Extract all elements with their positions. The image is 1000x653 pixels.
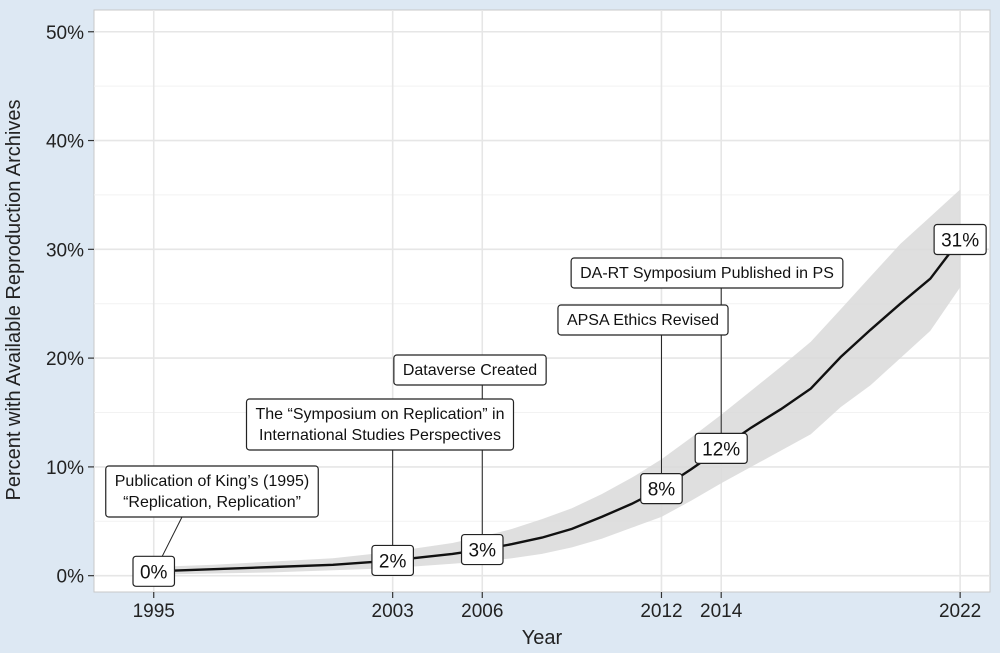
x-tick-label: 2022 — [939, 601, 981, 622]
point-label-text: 3% — [469, 541, 497, 562]
point-labels: 0% 2% 3% 8% 12% 31% — [132, 223, 987, 587]
point-label: 3% — [460, 533, 504, 566]
point-label-box — [371, 544, 415, 577]
y-axis-title: Percent with Available Reproduction Arch… — [3, 100, 25, 501]
y-tick-label: 10% — [46, 458, 84, 479]
point-label: 12% — [694, 432, 748, 465]
annotation-box — [393, 354, 547, 386]
annotation-text: “Replication, Replication” — [123, 494, 301, 511]
annotation: DA-RT Symposium Published in PS — [570, 257, 844, 289]
annotation: The “Symposium on Replication” in Interna… — [245, 398, 515, 451]
annotation-text: International Studies Perspectives — [259, 427, 501, 444]
x-tick-label: 2014 — [700, 601, 743, 622]
point-label-box — [640, 473, 683, 505]
annotation-text: APSA Ethics Revised — [567, 312, 719, 329]
axes: 0% 10% 20% 30% 40% 50% 1995 2003 2006 2012 2014 202… — [46, 23, 981, 622]
annotation: Dataverse Created — [393, 354, 547, 386]
annotation-text: The “Symposium on Replication” in — [256, 406, 505, 423]
point-label-text: 12% — [702, 439, 740, 460]
point-label-box — [132, 555, 176, 587]
annotations: Publication of King’s (1995) “Replication… — [105, 257, 844, 518]
point-label-box — [460, 533, 504, 566]
y-tick-label: 0% — [57, 567, 85, 588]
confidence-band-area — [153, 189, 961, 575]
annotation-box — [245, 398, 515, 451]
annotation: Publication of King’s (1995) “Replication… — [105, 465, 319, 518]
annotation-text: Publication of King’s (1995) — [115, 473, 310, 490]
point-label-text: 8% — [648, 480, 676, 501]
point-label-box — [694, 432, 748, 465]
point-label: 8% — [640, 473, 683, 505]
point-label-text: 31% — [941, 231, 979, 252]
point-label: 2% — [371, 544, 415, 577]
y-tick-label: 20% — [46, 349, 84, 370]
annotation: APSA Ethics Revised — [557, 304, 729, 336]
point-label-box — [933, 223, 987, 256]
x-axis-title: Year — [522, 627, 563, 649]
y-tick-label: 40% — [46, 132, 84, 153]
annotation-box — [570, 257, 844, 289]
annotation-leader — [161, 516, 183, 558]
x-tick-label: 1995 — [133, 601, 175, 622]
point-label-text: 2% — [379, 551, 407, 572]
point-label: 0% — [132, 555, 176, 587]
annotation-box — [557, 304, 729, 336]
annotation-box — [105, 465, 319, 518]
annotation-text: DA-RT Symposium Published in PS — [580, 265, 834, 282]
x-tick-label: 2006 — [461, 601, 503, 622]
y-tick-label: 50% — [46, 23, 84, 44]
y-tick-label: 30% — [46, 240, 84, 261]
x-tick-label: 2003 — [372, 601, 414, 622]
point-label-text: 0% — [140, 562, 168, 583]
grid — [94, 10, 990, 592]
point-label: 31% — [933, 223, 987, 256]
x-tick-label: 2012 — [640, 601, 682, 622]
annotation-text: Dataverse Created — [403, 362, 537, 379]
confidence-band — [153, 189, 961, 575]
